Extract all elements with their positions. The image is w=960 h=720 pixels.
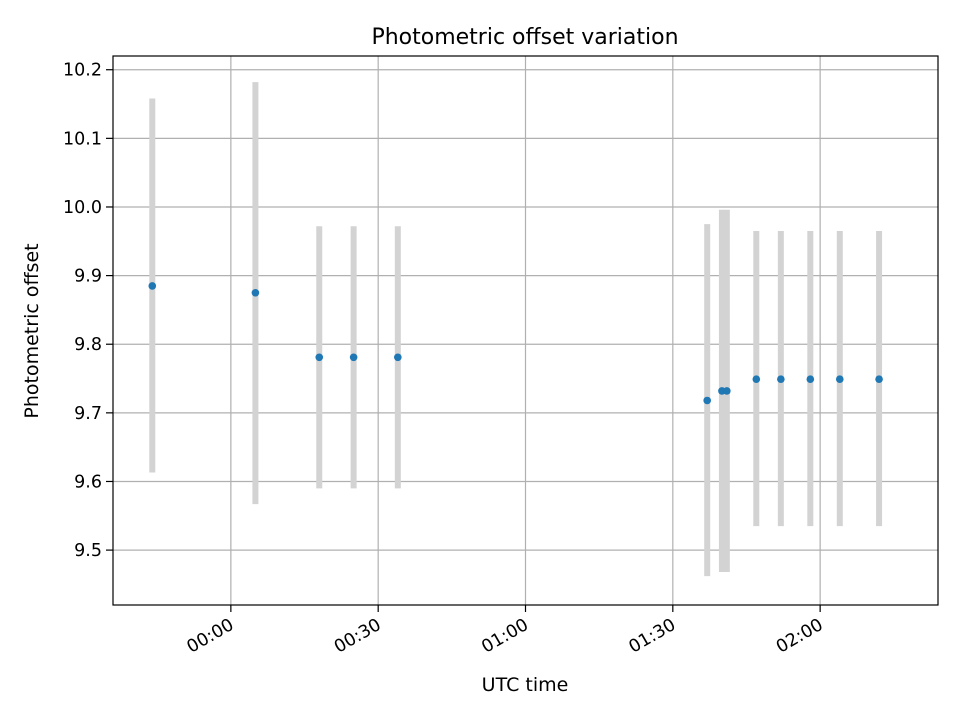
data-point xyxy=(777,375,785,384)
data-point xyxy=(349,353,358,362)
data-point xyxy=(315,353,324,362)
y-tick-label: 10.2 xyxy=(63,61,102,81)
data-point xyxy=(752,375,761,384)
chart-title: Photometric offset variation xyxy=(371,25,678,50)
y-tick-label: 9.9 xyxy=(74,267,102,287)
data-point xyxy=(875,375,883,384)
data-point xyxy=(251,288,260,297)
y-axis-label: Photometric offset xyxy=(21,243,43,418)
data-point xyxy=(394,353,402,362)
y-tick-label: 9.5 xyxy=(74,541,102,561)
grid-lines xyxy=(113,56,938,605)
y-tick-label: 9.7 xyxy=(74,404,102,424)
y-tick-label: 9.6 xyxy=(74,472,102,492)
y-tick-label: 10.0 xyxy=(63,198,102,218)
data-point xyxy=(806,375,815,384)
data-point xyxy=(148,282,157,290)
y-tick-label: 9.8 xyxy=(74,335,102,355)
y-axis-ticks: 9.5 9.6 9.7 9.8 9.9 10.0 10.1 10.2 xyxy=(63,61,113,561)
data-point xyxy=(723,387,731,395)
data-points xyxy=(148,282,883,405)
x-axis-label: UTC time xyxy=(482,674,569,696)
data-point xyxy=(835,375,844,384)
data-point xyxy=(703,396,711,405)
y-tick-label: 10.1 xyxy=(63,129,102,149)
